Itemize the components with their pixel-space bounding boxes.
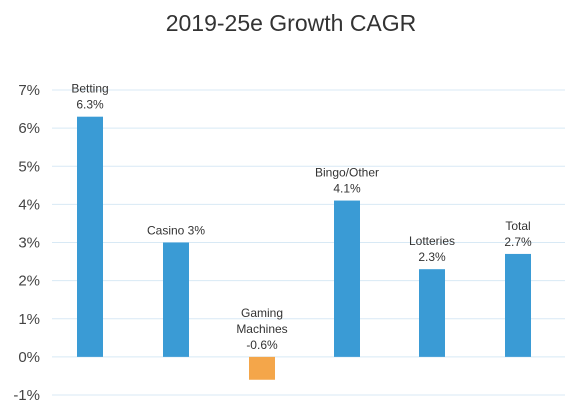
- data-label: Total: [505, 219, 530, 233]
- bar-casino: [163, 242, 189, 357]
- bar-lotteries: [419, 269, 445, 357]
- y-tick-label: 0%: [18, 349, 40, 366]
- y-tick-label: 2%: [18, 273, 40, 290]
- bar-gaming-machines: [249, 356, 275, 380]
- data-label: Bingo/Other: [315, 166, 379, 180]
- data-label: 2.3%: [418, 250, 446, 264]
- data-label: Casino 3%: [147, 224, 205, 238]
- bar-betting: [77, 116, 103, 357]
- data-label: Betting: [71, 82, 108, 96]
- y-tick-label: 3%: [18, 235, 40, 252]
- data-label: -0.6%: [246, 338, 278, 352]
- y-tick-label: 5%: [18, 158, 40, 175]
- y-axis-ticks: -1% 0% 1% 2% 3% 4% 5% 6% 7%: [13, 82, 40, 404]
- data-label: Lotteries: [409, 234, 455, 248]
- y-tick-label: -1%: [13, 387, 40, 404]
- data-label: 6.3%: [76, 98, 104, 112]
- gridlines: [52, 89, 565, 396]
- data-labels: Betting 6.3% Casino 3% Gaming Machines -0.6% B…: [71, 82, 532, 352]
- bars: [77, 116, 531, 380]
- data-label: Gaming: [241, 306, 283, 320]
- bar-total: [505, 253, 531, 357]
- y-tick-label: 7%: [18, 82, 40, 99]
- data-label: 2.7%: [504, 235, 532, 249]
- chart-title: 2019-25e Growth CAGR: [165, 10, 417, 36]
- data-label: Machines: [236, 322, 287, 336]
- y-tick-label: 6%: [18, 120, 40, 137]
- bar-bingo-other: [334, 200, 360, 357]
- data-label: 4.1%: [333, 182, 361, 196]
- y-tick-label: 4%: [18, 196, 40, 213]
- y-tick-label: 1%: [18, 311, 40, 328]
